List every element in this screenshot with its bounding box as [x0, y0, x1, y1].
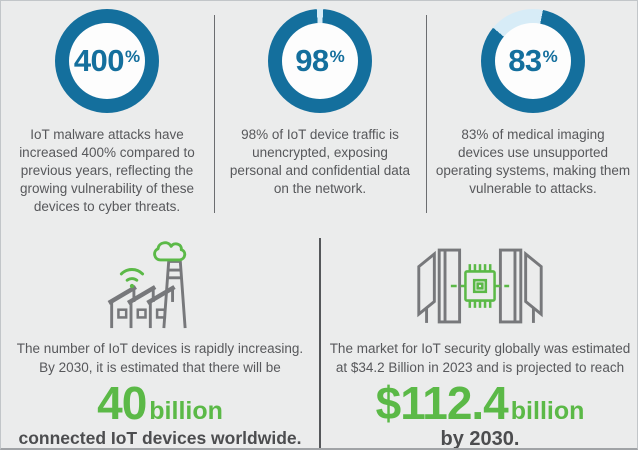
donut-value: 83%	[508, 43, 558, 79]
stat-number: 400	[73, 43, 125, 78]
divider-bottom	[319, 238, 321, 448]
donut-chart-400: 400%	[55, 9, 159, 113]
stat-description: IoT malware attacks have increased 400% …	[19, 127, 195, 214]
stat-number: 83	[508, 43, 542, 78]
fact-caption: connected IoT devices worldwide.	[18, 428, 302, 449]
stat-unencrypted-traffic: 98% 98% of IoT device traffic is unencry…	[214, 1, 426, 198]
fact-intro: The market for IoT security globally was…	[329, 341, 631, 375]
fact-unit: billion	[510, 396, 585, 425]
roof-tooth	[107, 284, 137, 305]
stat-medical-imaging: 83% 83% of medical imaging devices use u…	[427, 1, 637, 198]
server-panel-right	[524, 250, 543, 318]
server-panel-left	[417, 250, 436, 318]
divider-top-1	[214, 15, 215, 213]
stat-number: 98	[295, 43, 329, 78]
fact-market-size: The market for IoT security globally was…	[321, 226, 637, 450]
fact-figure: $112.4 billion	[375, 376, 585, 429]
fact-device-count: The number of IoT devices is rapidly inc…	[1, 226, 319, 449]
percent-sign: %	[542, 47, 558, 66]
wifi-icon	[119, 267, 145, 288]
factory-iot-icon	[102, 234, 218, 338]
chimney	[162, 259, 187, 328]
fact-unit: billion	[149, 396, 223, 425]
factory-icon	[107, 240, 187, 328]
servers-icon	[417, 248, 543, 324]
donut-chart-83: 83%	[481, 9, 585, 113]
smoke-cloud-icon	[153, 240, 187, 261]
stat-description: 98% of IoT device traffic is unencrypted…	[229, 127, 411, 196]
fact-intro: The number of IoT devices is rapidly inc…	[16, 341, 304, 375]
stat-description: 83% of medical imaging devices use unsup…	[435, 127, 631, 196]
fact-number: 40	[97, 376, 147, 429]
percent-sign: %	[329, 47, 345, 66]
donut-value: 400%	[74, 43, 140, 79]
fact-figure: 40 billion	[97, 376, 223, 429]
donut-value: 98%	[295, 43, 345, 79]
server-chip-icon	[412, 234, 548, 338]
roof-tooth	[126, 284, 157, 305]
divider-top-2	[426, 15, 427, 213]
percent-sign: %	[125, 47, 141, 66]
server-tower-right	[498, 248, 523, 324]
fact-caption: by 2030.	[440, 428, 520, 450]
stat-malware-increase: 400% IoT malware attacks have increased …	[1, 1, 213, 216]
server-tower-left	[437, 248, 462, 324]
chip-icon	[450, 264, 510, 308]
donut-chart-98: 98%	[268, 9, 372, 113]
fact-number: $112.4	[375, 376, 509, 429]
roof-tooth	[146, 284, 176, 305]
